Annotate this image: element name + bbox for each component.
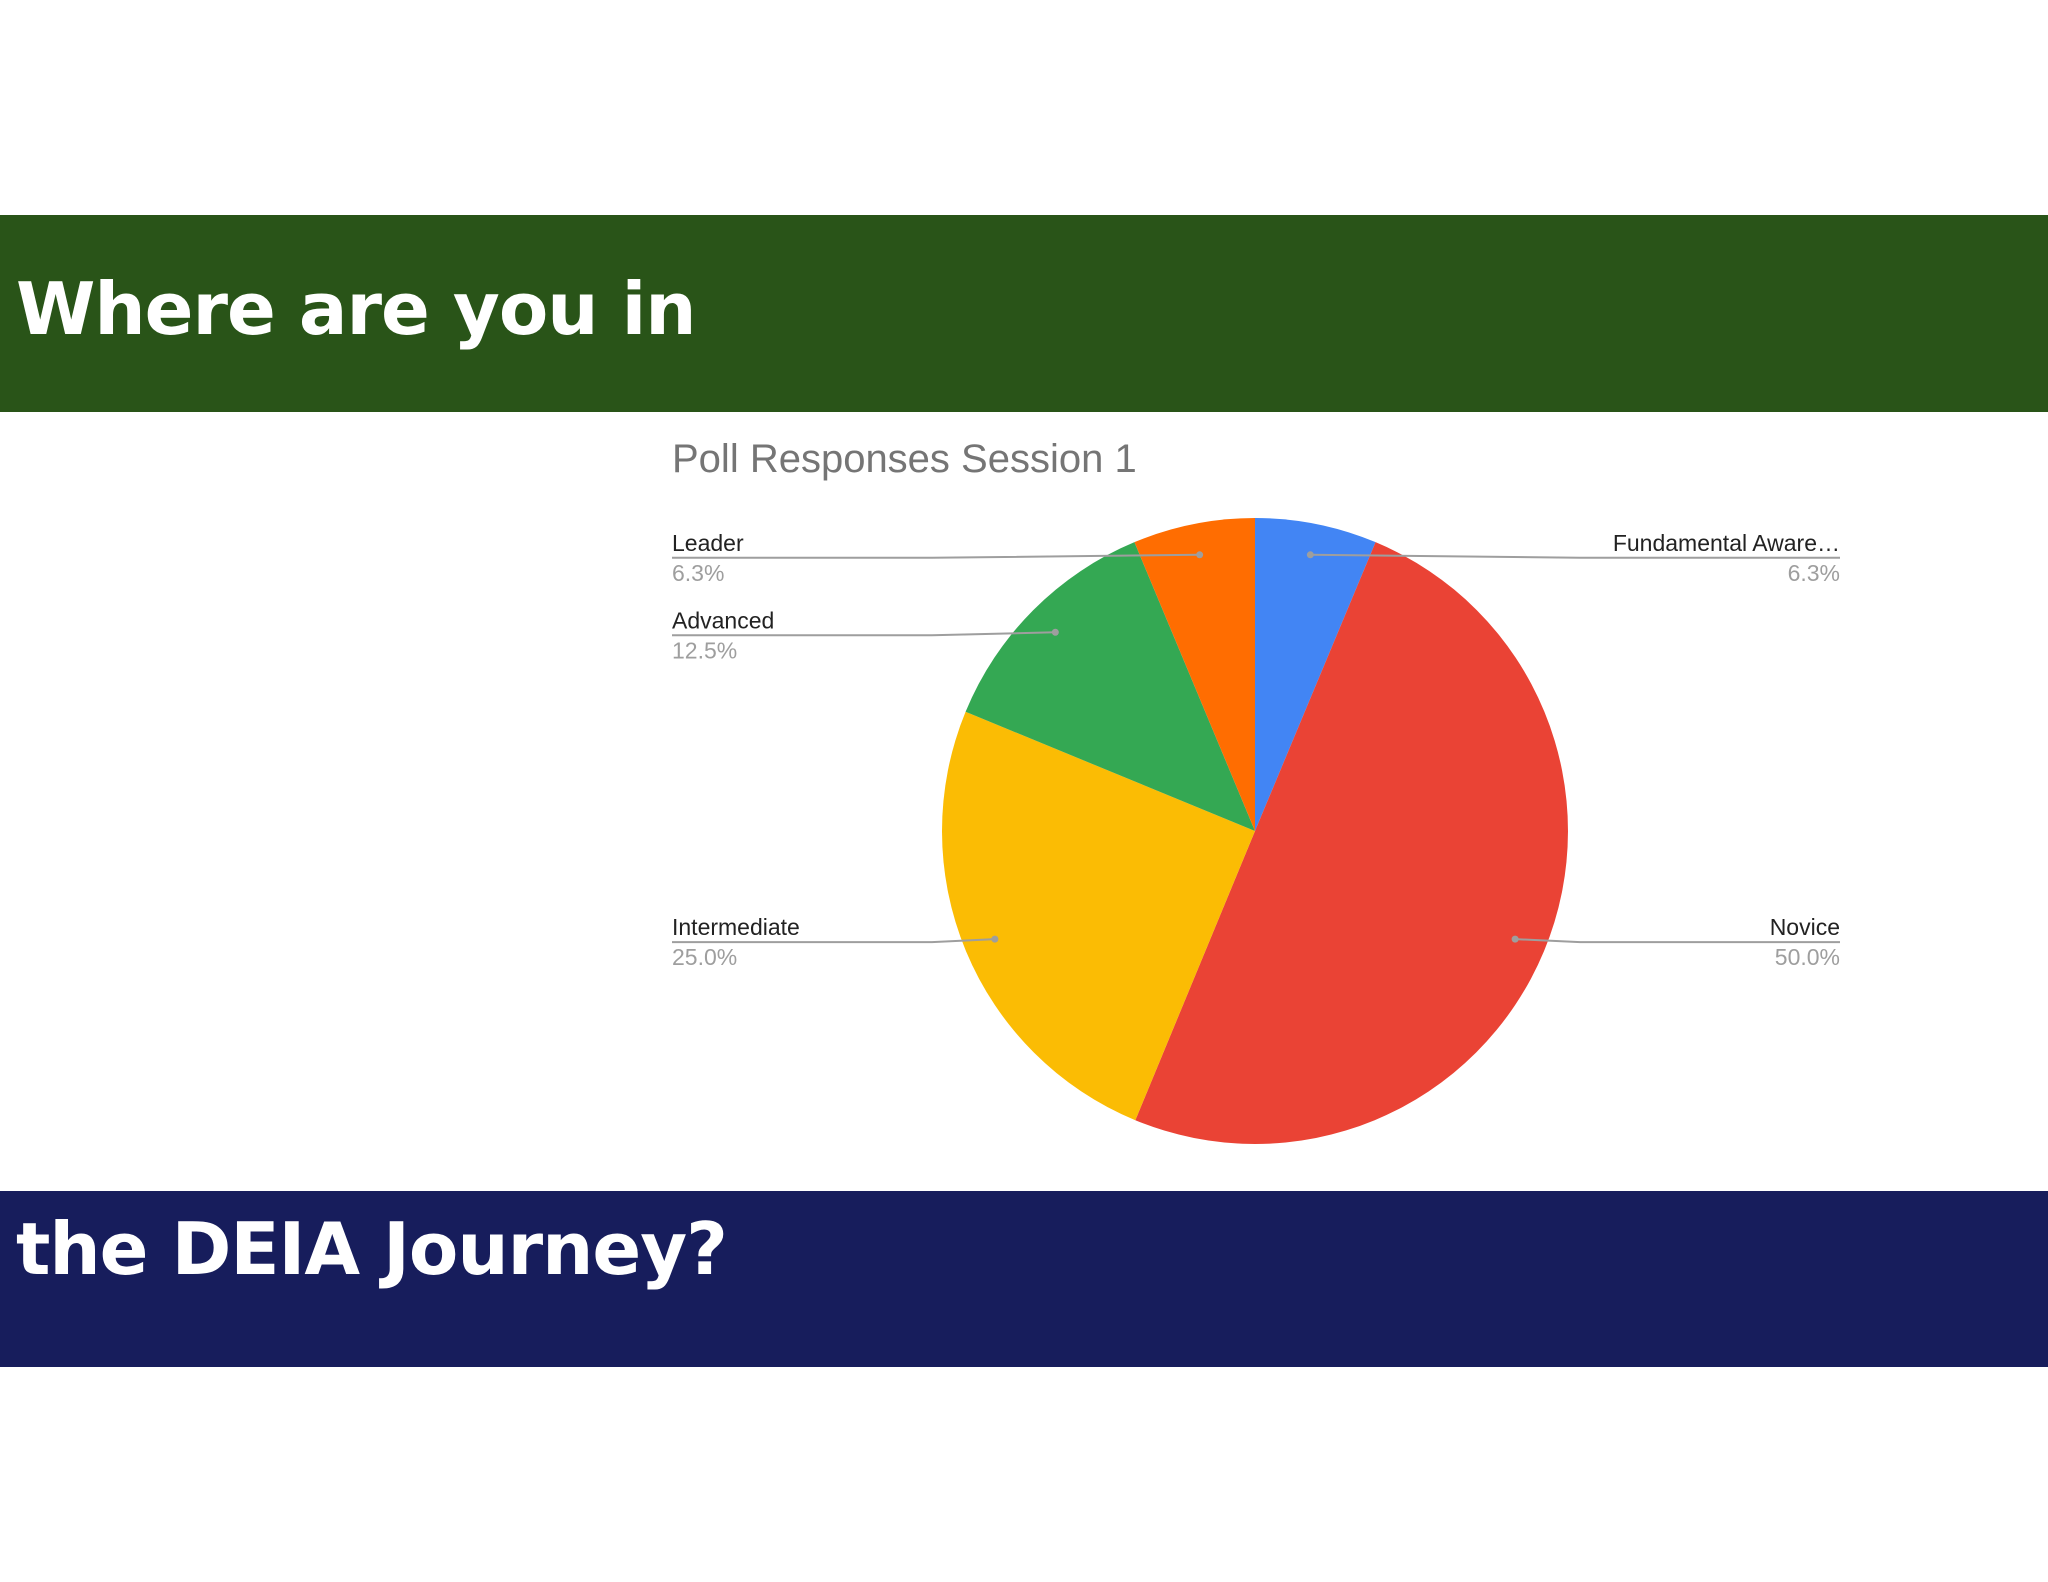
pie-chart: Poll Responses Session 1 Fundamental Awa… xyxy=(632,412,1880,1191)
leader-dot xyxy=(1306,551,1314,559)
leader-dot xyxy=(1051,628,1059,636)
slice-label: Advanced xyxy=(672,607,774,633)
title-band-bottom: the DEIA Journey? xyxy=(0,1191,2048,1367)
slide-title-line1: Where are you in xyxy=(16,267,697,351)
slice-label: Leader xyxy=(672,530,744,556)
pie-slice-intermediate xyxy=(942,711,1255,1121)
slice-label: Fundamental Aware… xyxy=(1613,530,1840,556)
slice-value-label: 25.0% xyxy=(672,944,737,970)
pie-leader-lines xyxy=(672,551,1840,944)
leader-line xyxy=(672,631,1056,637)
leader-line xyxy=(1310,553,1840,559)
title-band-top: Where are you in xyxy=(0,215,2048,412)
pie-slice-leader xyxy=(1134,518,1255,831)
pie-slice-novice xyxy=(1135,542,1568,1144)
slide-title-line2: the DEIA Journey? xyxy=(16,1207,728,1291)
slice-label: Intermediate xyxy=(672,914,800,940)
pie-chart-svg: Poll Responses Session 1 Fundamental Awa… xyxy=(672,437,1840,1144)
pie-slices xyxy=(942,518,1568,1144)
leader-line xyxy=(672,553,1200,559)
chart-title: Poll Responses Session 1 xyxy=(672,437,1137,481)
slice-value-label: 6.3% xyxy=(672,560,724,586)
slice-value-label: 50.0% xyxy=(1775,944,1840,970)
leader-dot xyxy=(1511,935,1519,943)
slice-label: Novice xyxy=(1770,914,1840,940)
slice-value-label: 6.3% xyxy=(1788,560,1840,586)
leader-line xyxy=(1515,938,1840,944)
leader-dot xyxy=(1196,551,1204,559)
slice-value-label: 12.5% xyxy=(672,637,737,663)
pie-labels: Fundamental Aware… 6.3% Novice 50.0% Interme… xyxy=(672,530,1840,970)
pie-slice-fundamental-aware xyxy=(1255,518,1376,831)
leader-dot xyxy=(991,935,999,943)
pie-slice-advanced xyxy=(965,542,1255,831)
leader-line xyxy=(672,938,995,944)
